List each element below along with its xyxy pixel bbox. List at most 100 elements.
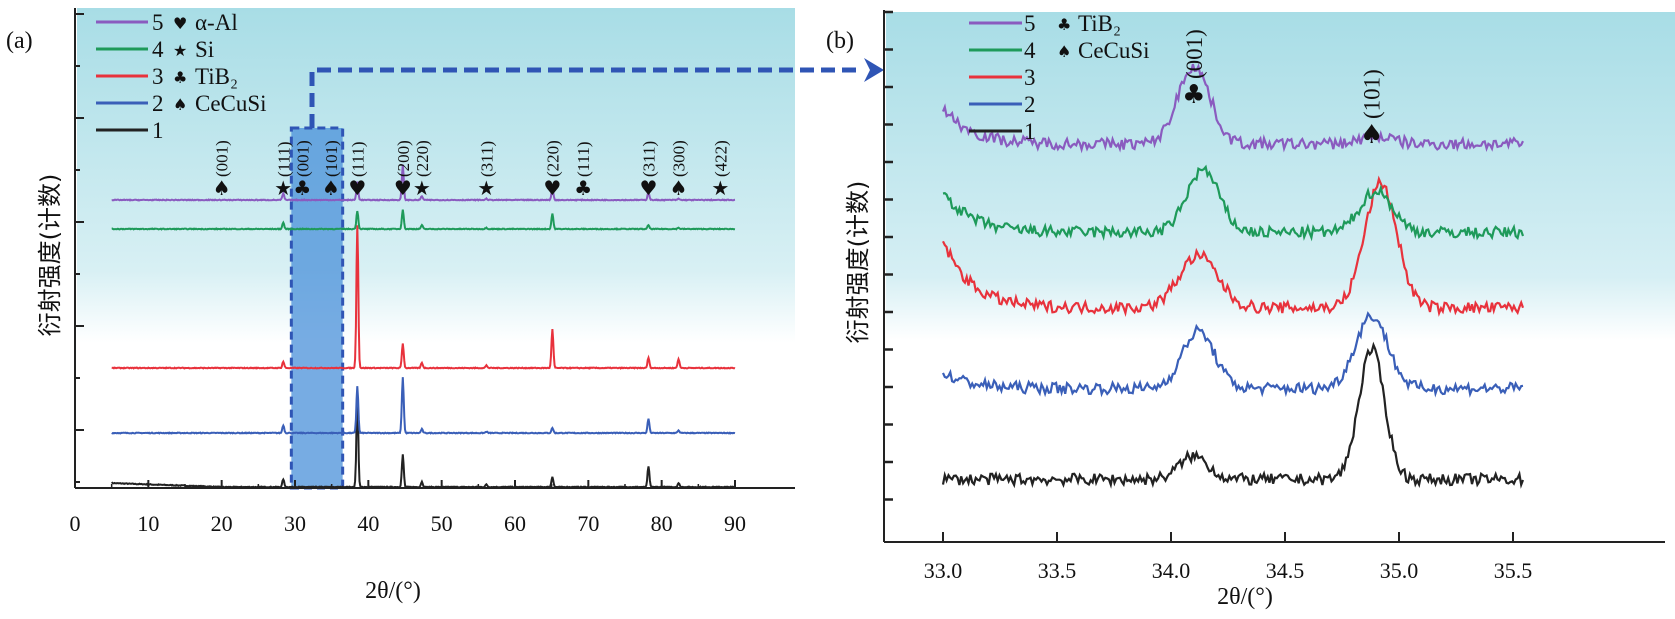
panel-a-peak-annotations: ♠(001)★(111)♣(001)♠(101)♥(111)♥(200)★(22… [213,140,731,200]
peak-label: (111) [274,141,293,177]
spade-icon: ♠ [670,176,688,200]
star-icon: ★ [711,176,729,200]
peak-annotation: ♣(001) [1182,29,1207,110]
legend-item-1: 1 [969,119,1036,144]
star-icon: ★ [477,176,495,200]
peak-annotation: ★(311) [477,141,496,200]
club-icon: ♣ [574,176,592,200]
panel-a-x-tick-label: 30 [284,511,306,536]
panel-b-series [941,62,1525,489]
legend-curve-number: 5 [152,10,164,35]
panel-b-x-tick-label: 34.5 [1266,558,1305,583]
heart-icon: ♥ [173,14,187,33]
panel-a-axes: 0 10 20 30 40 50 60 70 80 90 [70,8,795,536]
legend-item-1: 1 [96,118,164,143]
panel-a-x-tick-label: 20 [211,511,233,536]
peak-label: (311) [639,141,658,177]
panel-b-y-axis-title: 衍射强度(计数) [844,181,872,344]
legend-phase-label: CeCuSi [195,91,267,116]
peak-label: (101) [1360,69,1385,119]
spade-icon: ♠ [1057,42,1071,61]
panel-a-x-tick-label: 50 [431,511,453,536]
panel-a-series-3 [111,225,736,370]
panel-a-series-4 [111,209,736,231]
panel-b-series-2 [941,311,1524,398]
legend-phase-label: Si [195,37,214,62]
panel-a-x-tick-label: 80 [651,511,673,536]
peak-label: (001) [1182,29,1207,79]
legend-item-5: 5 ♥ α-Al [96,10,238,35]
panel-b-series-5 [941,62,1524,154]
panel-a-x-tick-label: 90 [724,511,746,536]
panel-a-y-axis-title: 衍射强度(计数) [36,174,64,337]
peak-label: (311) [477,141,496,177]
panel-b-x-tick-label: 35.0 [1380,558,1419,583]
star-icon: ★ [274,176,292,200]
legend-item-2: 2 ♠ CeCuSi [96,91,267,116]
peak-label: (200) [394,140,413,177]
peak-annotation: ♠(300) [670,140,689,200]
peak-label: (300) [670,140,689,177]
legend-curve-number: 2 [1024,92,1036,117]
panel-a-series-5 [111,164,736,202]
peak-annotation: ★(422) [711,140,730,200]
peak-annotation: ★(111) [274,141,293,200]
legend-curve-number: 1 [152,118,164,143]
panel-b-label: (b) [826,28,854,54]
panel-a-label: (a) [6,28,33,54]
panel-b-series-3 [942,175,1525,318]
club-icon: ♣ [173,68,187,87]
panel-b-x-tick-label: 35.5 [1494,558,1533,583]
legend-item-5: 5 ♣ TiB₂ [969,11,1121,36]
panel-a-x-tick-label: 40 [357,511,379,536]
panel-a-x-tick-label: 10 [137,511,159,536]
panel-a-x-tick-label: 0 [70,511,81,536]
club-icon: ♣ [1057,15,1071,34]
peak-annotation: ★(220) [413,140,432,200]
legend-item-2: 2 [969,92,1036,117]
highlight-region [289,126,345,490]
legend-item-4: 4 ★ Si [96,37,214,62]
heart-icon: ♥ [348,176,366,200]
panel-a-series [110,164,736,489]
star-icon: ★ [173,41,187,60]
spade-icon: ♠ [213,176,231,200]
legend-phase-label: TiB₂ [1078,11,1121,36]
panel-a-legend: 5 ♥ α-Al 4 ★ Si 3 ♣ TiB₂ 2 ♠ CeCuSi 1 [96,10,267,143]
zoom-arrow [309,58,884,128]
peak-label: (101) [322,140,341,177]
panel-a-x-tick-label: 60 [504,511,526,536]
peak-annotation: ♥(311) [639,141,658,200]
legend-curve-number: 3 [152,64,164,89]
peak-annotation: ♠(001) [213,140,232,200]
panel-b-axes: 33.0 33.5 34.0 34.5 35.0 35.5 [883,10,1665,583]
legend-curve-number: 2 [152,91,164,116]
peak-label: (220) [413,140,432,177]
legend-item-3: 3 ♣ TiB₂ [96,64,238,89]
peak-annotation: ♥(220) [543,140,562,200]
heart-icon: ♥ [639,176,657,200]
peak-annotation: ♥(200) [394,140,413,200]
peak-label: (220) [543,140,562,177]
legend-curve-number: 1 [1024,119,1036,144]
spade-icon: ♠ [1360,120,1383,150]
panel-a-x-tick-label: 70 [577,511,599,536]
heart-icon: ♥ [543,176,561,200]
panel-b-series-1 [941,341,1525,489]
legend-phase-label: TiB₂ [195,64,238,89]
peak-label: (001) [213,140,232,177]
panel-b: (b) 33.0 33.5 34.0 34.5 35.0 35.5 ♣(001)♠(101… [826,10,1675,610]
peak-label: (111) [348,141,367,177]
legend-phase-label: CeCuSi [1078,38,1150,63]
peak-label: (001) [293,140,312,177]
panel-b-x-tick-label: 33.0 [924,558,963,583]
legend-curve-number: 4 [1024,38,1036,63]
panel-a-series-2 [111,377,736,435]
legend-curve-number: 3 [1024,65,1036,90]
heart-icon: ♥ [394,176,412,200]
panel-b-x-tick-label: 34.0 [1152,558,1191,583]
panel-b-series-4 [942,164,1525,242]
peak-label: (422) [711,140,730,177]
legend-phase-label: α-Al [195,10,238,35]
